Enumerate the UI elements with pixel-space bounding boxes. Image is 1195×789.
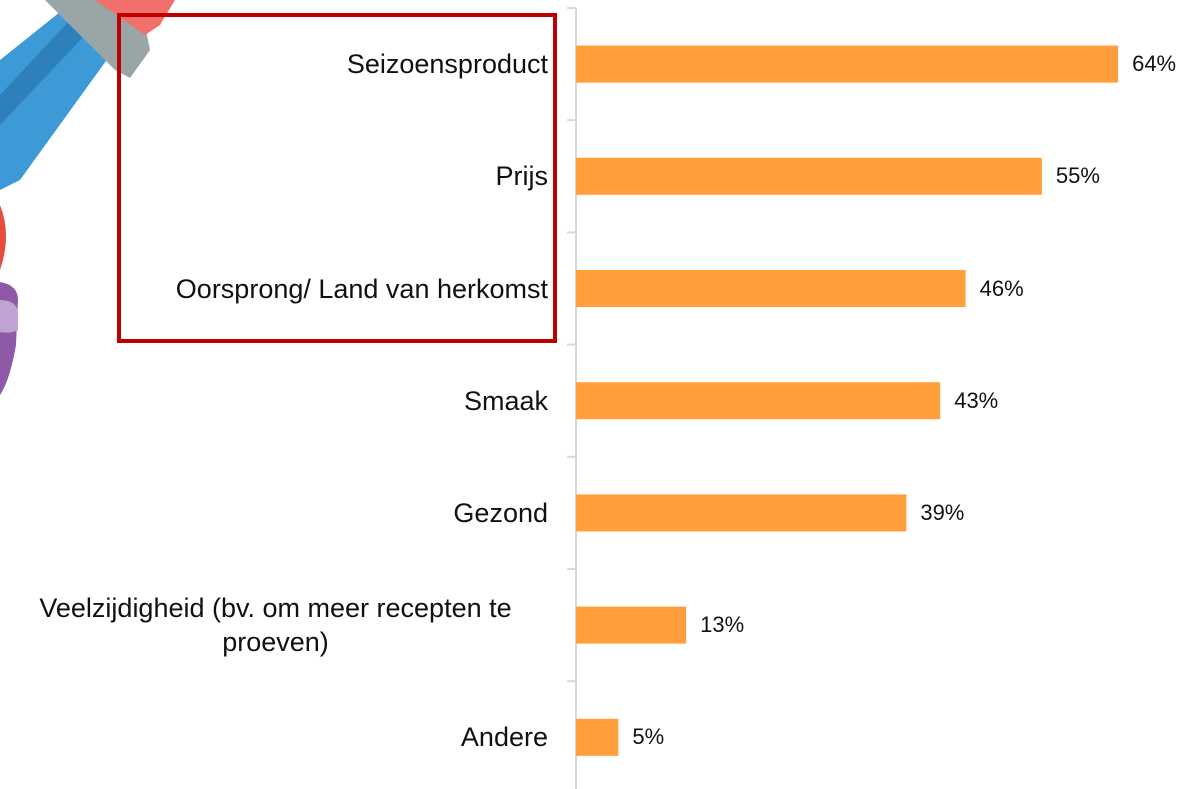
pencil-eraser	[95, 0, 175, 35]
category-label: Oorsprong/ Land van herkomst	[176, 272, 548, 306]
value-label: 13%	[700, 612, 745, 638]
bar	[576, 157, 1042, 195]
purple-highlight	[0, 300, 18, 333]
category-label: Veelzijdigheid (bv. om meer recepten te …	[3, 591, 548, 659]
bar	[576, 270, 966, 307]
decor-icons	[0, 0, 175, 395]
category-text: Prijs	[495, 161, 549, 192]
category-label: Smaak	[464, 384, 548, 418]
bar	[576, 45, 1119, 83]
category-text: Andere	[460, 722, 548, 753]
value-label: 64%	[1132, 51, 1177, 77]
category-label: Andere	[461, 720, 548, 754]
red-shape	[0, 205, 6, 270]
category-label: Prijs	[496, 159, 549, 193]
value-label: 43%	[954, 387, 999, 413]
category-text: Seizoensproduct	[346, 49, 548, 80]
value-label: 39%	[920, 499, 965, 525]
category-label: Gezond	[453, 496, 548, 530]
value-label: 5%	[632, 724, 665, 750]
category-text: Oorsprong/ Land van herkomst	[175, 273, 548, 304]
category-text: Gezond	[453, 497, 548, 528]
bar	[576, 718, 619, 756]
value-label: 55%	[1055, 163, 1100, 189]
pencil-stripe	[0, 20, 85, 125]
purple-shape	[0, 282, 18, 395]
bar	[576, 606, 687, 644]
category-label: Seizoensproduct	[347, 47, 548, 81]
value-label: 46%	[979, 275, 1024, 301]
highlight-box	[117, 13, 557, 343]
bar	[576, 494, 907, 532]
category-text: Smaak	[463, 385, 548, 416]
category-text: Veelzijdigheid (bv. om meer recepten te …	[39, 593, 512, 658]
bar	[576, 382, 941, 420]
